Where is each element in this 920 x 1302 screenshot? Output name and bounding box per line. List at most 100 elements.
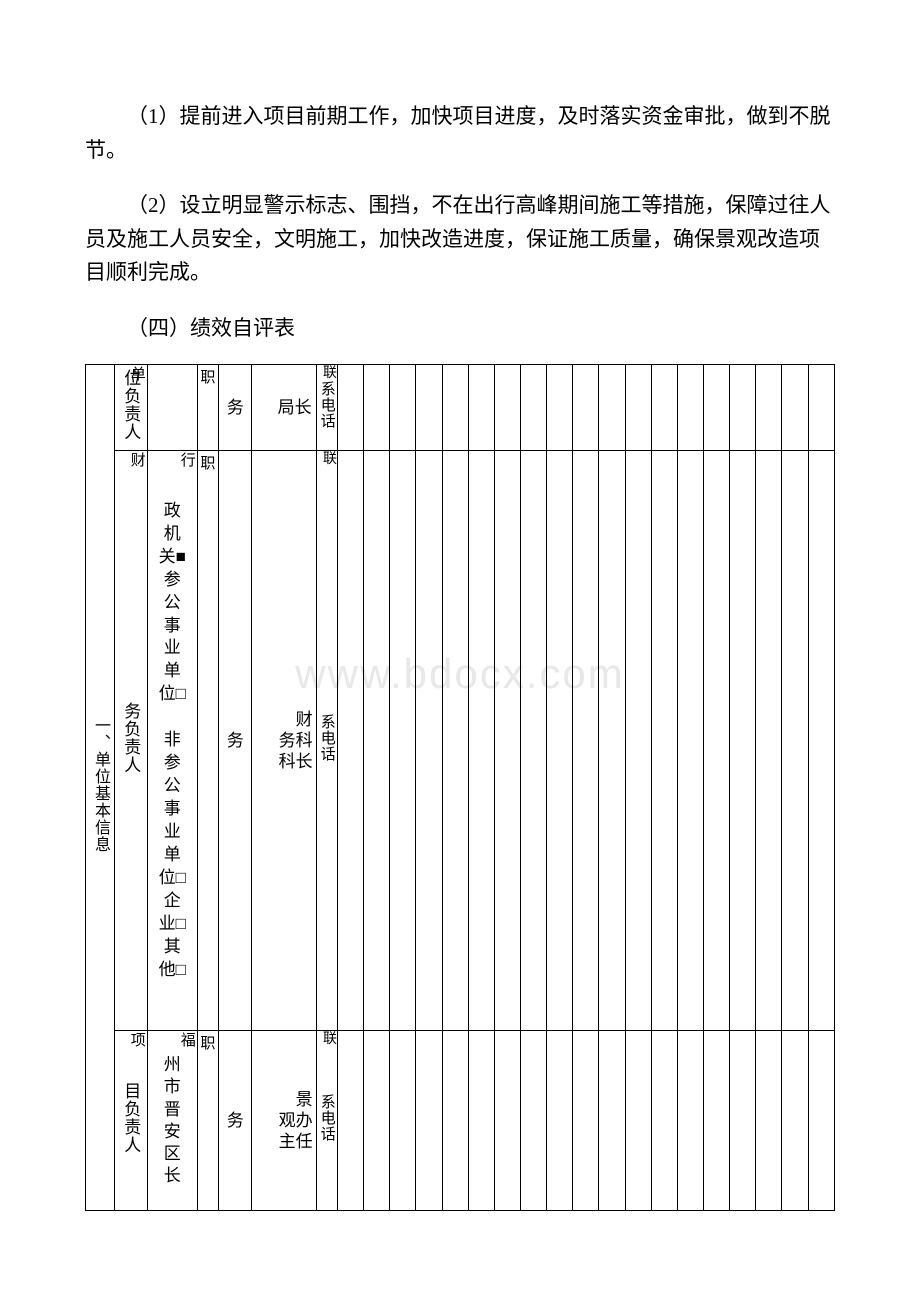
label-head-char: 财	[131, 452, 146, 470]
empty-cell	[782, 1031, 808, 1211]
empty-cell	[337, 1031, 363, 1211]
empty-cell	[573, 364, 599, 451]
empty-cell	[364, 451, 390, 1031]
empty-cell	[547, 364, 573, 451]
empty-cell	[625, 1031, 651, 1211]
empty-cell	[416, 1031, 442, 1211]
cell-r1-jobvalue: 局长	[252, 364, 316, 451]
empty-cell	[782, 451, 808, 1031]
paragraph-1: （1）提前进入项目前期工作，加快项目进度，及时落实资金审批，做到不脱节。	[85, 100, 835, 167]
cell-r1-label: 单 位负责人	[114, 364, 147, 451]
empty-cell	[756, 451, 782, 1031]
empty-cell	[442, 1031, 468, 1211]
empty-cell	[337, 364, 363, 451]
empty-cell	[390, 364, 416, 451]
jobhead-char: 职	[200, 1036, 215, 1052]
cell-r1-type	[147, 364, 197, 451]
empty-cell	[573, 1031, 599, 1211]
cell-r3-tel: 联 系电话	[316, 1031, 337, 1211]
jobvalue-text: 财务科科长	[253, 709, 314, 773]
empty-cell	[677, 451, 703, 1031]
cell-r1-tel: 联 系电话	[316, 364, 337, 451]
job-char: 务	[227, 398, 244, 417]
evaluation-table-wrapper: 一、单位基本信息 单 位负责人 职 务 局长 联 系电话 财 务负责人	[85, 364, 835, 1212]
label-head-char: 单	[131, 366, 146, 384]
empty-cell	[390, 1031, 416, 1211]
cell-r2-jobhead: 职	[197, 451, 218, 1031]
empty-cell	[651, 364, 677, 451]
empty-cell	[547, 1031, 573, 1211]
table-row: 一、单位基本信息 单 位负责人 职 务 局长 联 系电话	[86, 364, 835, 451]
label-text: 目负责人	[120, 1082, 141, 1154]
cell-r2-type: 行 政机关■参公事业单位□非参公事业单位□企业□其他□	[147, 451, 197, 1031]
jobhead-char: 职	[200, 456, 215, 472]
empty-cell	[625, 364, 651, 451]
empty-cell	[808, 1031, 834, 1211]
empty-cell	[703, 1031, 729, 1211]
empty-cell	[520, 451, 546, 1031]
empty-cell	[730, 451, 756, 1031]
empty-cell	[703, 364, 729, 451]
empty-cell	[442, 364, 468, 451]
section-label: 一、单位基本信息	[91, 717, 109, 853]
empty-cell	[625, 451, 651, 1031]
cell-r2-tel: 联 系电话	[316, 451, 337, 1031]
jobvalue-text: 景观办主任	[253, 1089, 314, 1153]
empty-cell	[416, 364, 442, 451]
empty-cell	[416, 451, 442, 1031]
type-head-char: 行	[181, 452, 196, 470]
empty-cell	[808, 451, 834, 1031]
empty-cell	[599, 1031, 625, 1211]
cell-r3-label: 项 目负责人	[114, 1031, 147, 1211]
empty-cell	[494, 451, 520, 1031]
paragraph-2: （2）设立明显警示标志、围挡，不在出行高峰期间施工等措施，保障过往人员及施工人员…	[85, 189, 835, 290]
empty-cell	[651, 451, 677, 1031]
job-char: 务	[227, 731, 244, 750]
empty-cell	[468, 1031, 494, 1211]
empty-cell	[703, 451, 729, 1031]
empty-cell	[468, 364, 494, 451]
empty-cell	[520, 364, 546, 451]
empty-cell	[364, 1031, 390, 1211]
empty-cell	[599, 451, 625, 1031]
empty-cell	[390, 451, 416, 1031]
job-char: 务	[227, 1111, 244, 1130]
tel-char: 系电话	[318, 1094, 336, 1142]
tel-char: 系电话	[318, 381, 336, 429]
empty-cell	[651, 1031, 677, 1211]
cell-r3-type: 福 州市晋安区长	[147, 1031, 197, 1211]
empty-cell	[756, 364, 782, 451]
section-heading: （四）绩效自评表	[85, 312, 835, 346]
label-head-char: 项	[131, 1032, 146, 1050]
empty-cell	[730, 364, 756, 451]
cell-r1-job: 务	[219, 364, 252, 451]
empty-cell	[756, 1031, 782, 1211]
empty-cell	[442, 451, 468, 1031]
jobhead-char: 职	[200, 370, 215, 386]
cell-r2-job: 务	[219, 451, 252, 1031]
empty-cell	[520, 1031, 546, 1211]
empty-cell	[677, 364, 703, 451]
cell-r3-jobvalue: 景观办主任	[252, 1031, 316, 1211]
label-text: 务负责人	[120, 702, 141, 774]
cell-r2-label: 财 务负责人	[114, 451, 147, 1031]
tel-head-char: 联	[323, 366, 337, 383]
empty-cell	[677, 1031, 703, 1211]
empty-cell	[730, 1031, 756, 1211]
empty-cell	[808, 364, 834, 451]
empty-cell	[547, 451, 573, 1031]
evaluation-table: 一、单位基本信息 单 位负责人 职 务 局长 联 系电话 财 务负责人	[85, 364, 835, 1212]
empty-cell	[573, 451, 599, 1031]
type-text: 州市晋安区长	[149, 1054, 196, 1187]
empty-cell	[782, 364, 808, 451]
cell-r1-jobhead: 职	[197, 364, 218, 451]
section-label-cell: 一、单位基本信息	[86, 364, 115, 1211]
tel-head-char: 联	[323, 452, 337, 469]
cell-r3-job: 务	[219, 1031, 252, 1211]
empty-cell	[599, 364, 625, 451]
empty-cell	[337, 451, 363, 1031]
jobvalue-text: 局长	[278, 398, 312, 417]
unit-type-options: 政机关■参公事业单位□非参公事业单位□企业□其他□	[150, 500, 195, 982]
empty-cell	[468, 451, 494, 1031]
tel-head-char: 联	[323, 1032, 337, 1049]
